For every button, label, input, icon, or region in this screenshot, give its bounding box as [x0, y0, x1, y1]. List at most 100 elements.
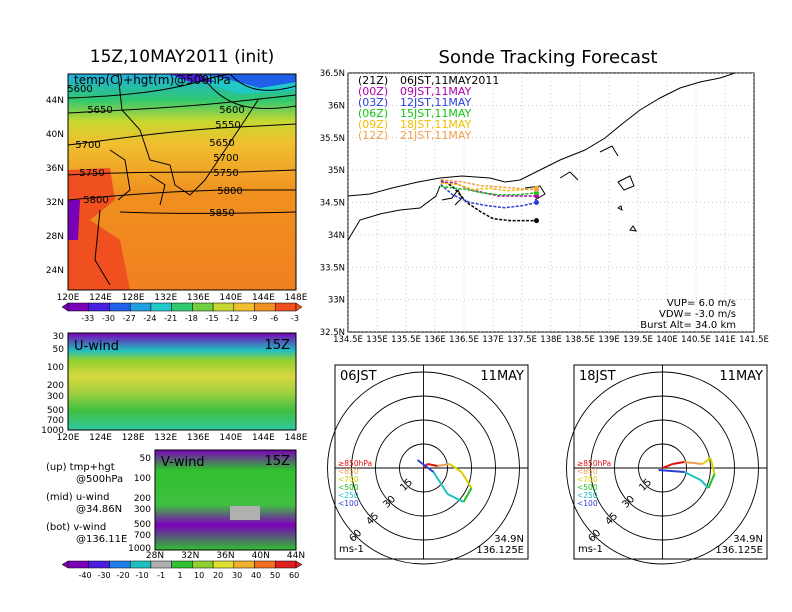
colorbar-label: 50 — [270, 571, 280, 580]
lon-tick-label: 136E — [187, 293, 210, 303]
colorbar-label: 1 — [178, 571, 183, 580]
pressure-tick-label: 50 — [53, 345, 65, 355]
lon-tick-label: 135.5E — [391, 335, 421, 345]
track-legend-entry: (06Z) 15JST,11MAY — [358, 107, 472, 120]
svg-text:5650: 5650 — [87, 105, 112, 116]
lon-tick-label: 136E — [187, 433, 210, 443]
level-legend: <500 — [338, 483, 359, 492]
hodograph-frame — [334, 364, 529, 560]
pressure-tick-label: 100 — [47, 363, 64, 373]
hodograph-segment — [699, 479, 710, 489]
level-legend: <700 — [338, 475, 359, 484]
contour-label: 5550 — [215, 120, 240, 131]
contour-label: 5700 — [75, 140, 100, 151]
colorbar-label: -27 — [123, 314, 136, 323]
legend-line-sub: @34.86N — [76, 504, 122, 515]
contour-label: 5600 — [67, 84, 92, 95]
svg-text:(12Z): (12Z) — [358, 129, 388, 142]
lon-tick-label: 124E — [89, 293, 112, 303]
hodograph-segment — [447, 493, 464, 503]
hodograph-segment — [460, 471, 473, 489]
colorbar-swatch — [88, 560, 110, 569]
hodograph-segment — [662, 463, 673, 469]
colorbar-label: -40 — [79, 571, 92, 580]
colorbar-swatch — [233, 302, 255, 312]
lat-tick-label: 40N — [252, 551, 270, 561]
level-legend: <500 — [577, 483, 598, 492]
v-wind-lat-ticks: 28N 32N 36N 40N 44N — [146, 551, 305, 561]
launch-param: VDW= -3.0 m/s — [659, 309, 736, 320]
pressure-tick-label: 300 — [47, 392, 64, 402]
hodograph-segment — [462, 487, 473, 503]
colorbar-label: 40 — [251, 571, 261, 580]
svg-text:5600: 5600 — [219, 105, 244, 116]
pressure-tick-label: 300 — [134, 505, 151, 515]
coord-lon: 136.125E — [476, 545, 524, 556]
contour-label: 5650 — [87, 105, 112, 116]
colorbar-label: 60 — [289, 571, 299, 580]
colorbar-swatch — [109, 302, 131, 312]
chart-title: Sonde Tracking Forecast — [439, 47, 658, 68]
level-legend: <850 — [577, 467, 598, 476]
lon-tick-label: 124E — [89, 433, 112, 443]
colorbar-swatch — [171, 560, 193, 569]
lon-tick-label: 141E — [714, 335, 736, 345]
pressure-tick-label: 500 — [47, 406, 64, 416]
lat-tick-label: 44N — [46, 96, 64, 106]
lon-tick-label: 138E — [540, 335, 562, 345]
level-legend: <850 — [338, 467, 359, 476]
coord-lat: 34.9N — [494, 534, 524, 545]
lon-tick-label: 135E — [366, 335, 388, 345]
colorbar-swatch — [88, 302, 110, 312]
unit-label: ms-1 — [578, 544, 603, 555]
launch-param: VUP= 6.0 m/s — [667, 298, 736, 309]
colorbar-swatch — [129, 560, 152, 569]
svg-text:06JST,11MAY2011: 06JST,11MAY2011 — [400, 74, 499, 87]
colorbar-swatch — [212, 302, 235, 312]
lon-tick-label: 134.5E — [333, 335, 363, 345]
svg-text:5550: 5550 — [215, 120, 240, 131]
colorbar-label: 30 — [232, 571, 242, 580]
lat-tick-label: 35.5N — [320, 134, 345, 144]
temp-colorbar: -33 -30 -27 -24 -21 -18 -15 -12 -9 -6 -3 — [61, 302, 303, 323]
track-legend-entry: (21Z) 06JST,11MAY2011 — [358, 74, 499, 87]
lat-tick-label: 32N — [181, 551, 199, 561]
hodograph-segment — [432, 471, 449, 495]
hodograph-segment — [416, 459, 435, 473]
colorbar-label: -6 — [270, 314, 278, 323]
contour-label: 5800 — [83, 195, 108, 206]
lon-tick-label: 144E — [252, 293, 275, 303]
lat-tick-label: 24N — [46, 266, 64, 276]
colorbar-swatch — [67, 302, 89, 312]
contour-label: 5700 — [213, 153, 238, 164]
svg-text:5850: 5850 — [209, 208, 234, 219]
hodograph-segment — [684, 461, 703, 465]
level-legend: <250 — [338, 491, 359, 500]
hodograph-frame — [573, 364, 768, 560]
level-legend: ≥850hPa — [338, 459, 372, 468]
lon-tick-label: 136E — [424, 335, 446, 345]
level-legend: <100 — [338, 499, 359, 508]
v-wind-time: 15Z — [265, 454, 291, 469]
colorbar-swatch — [129, 302, 152, 312]
left-title: 15Z,10MAY2011 (init) — [90, 47, 275, 67]
svg-text:5800: 5800 — [83, 195, 108, 206]
contour-labels: 5600 5650 5700 5750 5800 5550 5650 5600 5700 5750… — [67, 84, 244, 219]
svg-text:(06Z): (06Z) — [358, 107, 388, 120]
lat-tick-label: 28N — [46, 232, 64, 242]
colorbar-label: -18 — [185, 314, 198, 323]
colorbar-swatch — [254, 302, 276, 312]
track-endpoint — [534, 200, 539, 205]
pressure-tick-label: 700 — [134, 531, 151, 541]
lon-tick-label: 140E — [656, 335, 678, 345]
lat-tick-label: 36N — [46, 164, 64, 174]
lat-tick-label: 36N — [216, 551, 234, 561]
legend-line: (bot) v-wind — [46, 522, 106, 533]
pressure-tick-label: 500 — [134, 520, 151, 530]
contour-label: 5750 — [79, 168, 104, 179]
svg-text:5650: 5650 — [209, 138, 234, 149]
